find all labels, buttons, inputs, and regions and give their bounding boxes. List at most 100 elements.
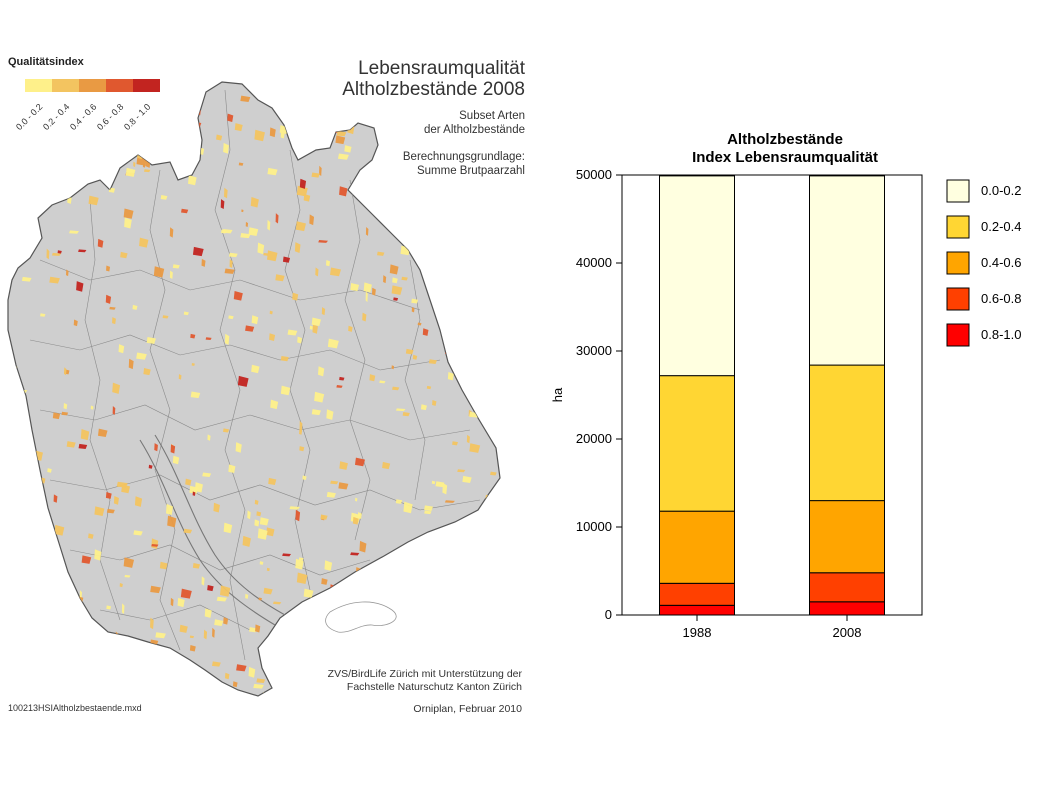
habitat-patch (443, 536, 453, 544)
habitat-patch (160, 195, 168, 200)
habitat-patch (432, 400, 437, 406)
habitat-patch (44, 148, 53, 155)
habitat-patch (418, 129, 429, 134)
habitat-patch (134, 496, 143, 507)
habitat-patch (385, 158, 389, 167)
habitat-patch (299, 178, 307, 189)
habitat-patch (287, 329, 298, 336)
habitat-patch (371, 287, 376, 296)
habitat-patch (76, 148, 86, 160)
habitat-patch (484, 238, 488, 245)
map-title-line2: Altholzbestände 2008 (342, 79, 525, 100)
x-tick-label: 1988 (683, 625, 712, 640)
chart-title: Altholzbestände (727, 131, 843, 148)
habitat-patch (295, 509, 301, 522)
habitat-patch (229, 259, 233, 269)
habitat-patch (225, 672, 230, 680)
habitat-patch (238, 162, 244, 166)
habitat-patch (105, 294, 112, 304)
habitat-patch (181, 208, 189, 214)
habitat-patch (442, 482, 448, 495)
habitat-patch (384, 218, 388, 224)
habitat-patch (460, 190, 468, 198)
habitat-patch (112, 678, 120, 686)
legend-label: 0.2-0.4 (981, 219, 1021, 234)
habitat-patch (25, 408, 28, 413)
habitat-patch (64, 367, 67, 376)
habitat-patch (401, 276, 408, 281)
habitat-patch (348, 325, 353, 332)
habitat-patch (269, 333, 276, 342)
habitat-patch (282, 553, 291, 557)
legend-swatch-0 (25, 79, 52, 92)
habitat-patch (245, 593, 249, 599)
habitat-patch (203, 629, 208, 640)
habitat-patch (223, 142, 229, 154)
habitat-patch (62, 136, 72, 143)
habitat-patch (263, 252, 269, 256)
habitat-patch (224, 333, 230, 345)
habitat-patch (485, 590, 489, 596)
habitat-patch (411, 186, 417, 193)
habitat-patch (389, 146, 401, 153)
habitat-patch (266, 567, 270, 572)
habitat-patch (321, 307, 326, 316)
habitat-patch (123, 557, 135, 568)
habitat-patch (113, 495, 119, 505)
habitat-patch (490, 231, 496, 242)
habitat-patch (258, 597, 262, 601)
habitat-patch (123, 208, 134, 219)
habitat-patch (393, 297, 399, 301)
habitat-patch (73, 319, 78, 327)
habitat-patch (298, 557, 304, 561)
habitat-patch (318, 366, 325, 377)
habitat-patch (207, 434, 211, 441)
habitat-patch (267, 250, 278, 262)
habitat-patch (307, 88, 316, 95)
habitat-patch (166, 503, 173, 516)
habitat-patch (410, 205, 419, 216)
habitat-patch (124, 574, 131, 578)
map-title-line1: Lebensraumqualität (358, 58, 525, 79)
habitat-patch (170, 597, 174, 607)
habitat-patch (256, 511, 262, 517)
habitat-patch (100, 653, 107, 661)
habitat-patch (11, 90, 17, 96)
habitat-patch (430, 167, 435, 175)
habitat-patch (266, 527, 275, 537)
habitat-patch (469, 411, 480, 418)
habitat-patch (282, 659, 293, 665)
habitat-patch (376, 119, 384, 128)
habitat-patch (22, 676, 32, 683)
bar-segment (659, 510, 735, 584)
habitat-patch (443, 246, 450, 253)
habitat-patch (485, 369, 493, 380)
habitat-patch (185, 478, 192, 486)
habitat-patch (40, 313, 46, 317)
habitat-patch (52, 412, 61, 420)
habitat-patch (475, 587, 481, 591)
habitat-patch (336, 131, 347, 137)
habitat-patch (249, 627, 257, 633)
habitat-patch (232, 681, 238, 688)
habitat-patch (387, 585, 391, 589)
bar-segment (809, 572, 885, 603)
habitat-patch (148, 464, 153, 469)
habitat-patch (227, 113, 234, 122)
habitat-patch (412, 354, 418, 360)
habitat-patch (97, 428, 108, 438)
habitat-patch (88, 533, 94, 539)
habitat-patch (159, 561, 168, 570)
habitat-patch (141, 143, 150, 150)
habitat-patch (289, 659, 298, 671)
habitat-patch (330, 480, 339, 485)
habitat-patch (46, 248, 50, 260)
habitat-patch (162, 653, 171, 661)
habitat-patch (411, 298, 419, 304)
habitat-patch (465, 88, 475, 97)
habitat-patch (311, 409, 321, 416)
habitat-patch (78, 443, 88, 450)
habitat-patch (369, 374, 376, 382)
habitat-patch (467, 603, 471, 615)
habitat-patch (280, 385, 291, 396)
